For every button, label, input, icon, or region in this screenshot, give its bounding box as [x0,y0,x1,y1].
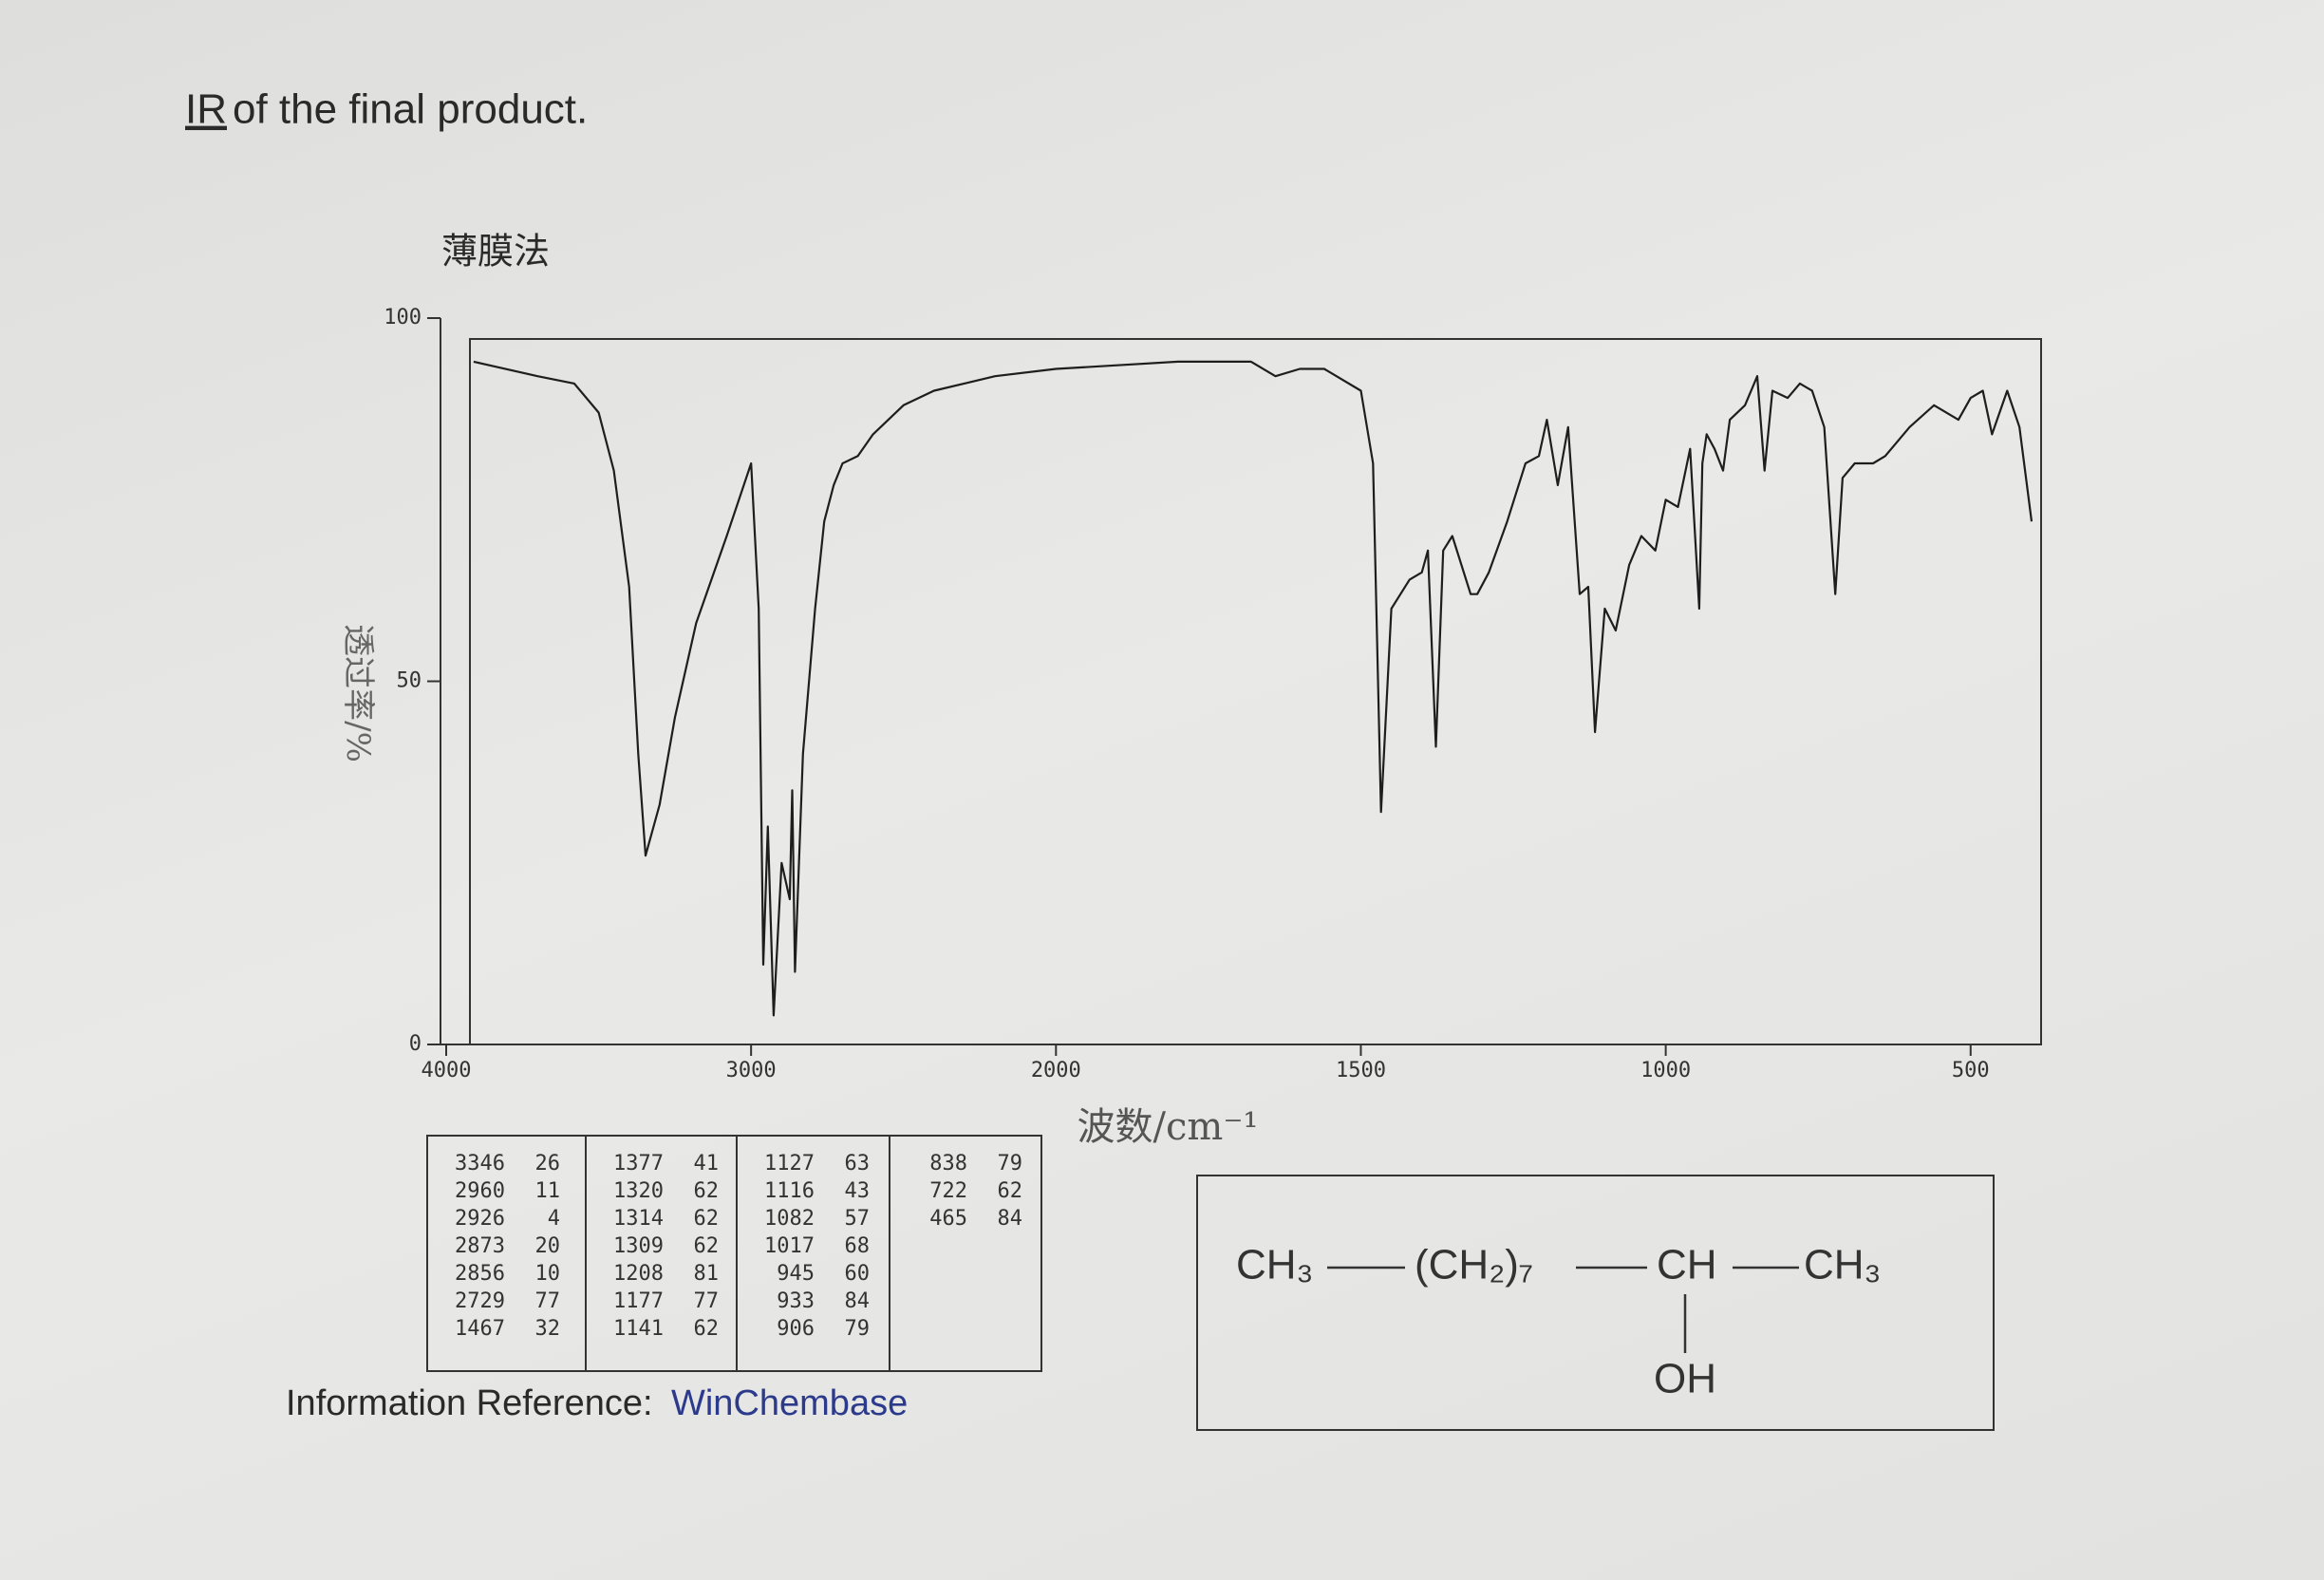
peak-wavenumber: 945 [777,1262,815,1286]
peak-transmittance: 11 [535,1179,561,1203]
reference-source[interactable]: WinChembase [671,1383,908,1423]
peak-transmittance: 32 [535,1317,561,1341]
peak-wavenumber: 1320 [613,1179,664,1203]
peak-wavenumber: 1141 [613,1317,664,1341]
peak-transmittance: 68 [845,1234,871,1258]
peak-transmittance: 77 [535,1289,561,1313]
peak-transmittance: 62 [694,1179,720,1203]
peak-wavenumber: 2729 [455,1289,505,1313]
peak-wavenumber: 1377 [613,1152,664,1176]
x-tick-label: 1500 [1336,1059,1386,1082]
peak-transmittance: 26 [535,1152,561,1176]
peak-wavenumber: 2960 [455,1179,505,1203]
peak-wavenumber: 1208 [613,1262,664,1286]
y-tick-label: 0 [409,1032,422,1056]
structure-group: CH₃ [1236,1242,1313,1288]
header-text: of the final product. [233,86,588,133]
peak-wavenumber: 465 [929,1207,967,1231]
peak-transmittance: 41 [694,1152,720,1176]
peak-wavenumber: 906 [777,1317,815,1341]
peak-transmittance: 79 [845,1317,871,1341]
peak-wavenumber: 1309 [613,1234,664,1258]
structure-frame [1196,1175,1995,1431]
structure-group: (CH₂)₇ [1415,1242,1533,1288]
peak-transmittance: 10 [535,1262,561,1286]
peak-wavenumber: 722 [929,1179,967,1203]
peak-wavenumber: 1116 [764,1179,815,1203]
structure-group: CH [1657,1242,1717,1288]
peak-transmittance: 20 [535,1234,561,1258]
x-tick-label: 3000 [726,1059,777,1082]
y-tick-label: 50 [397,669,422,693]
peak-transmittance: 84 [998,1207,1023,1231]
structure-substituent: OH [1654,1356,1716,1402]
peak-transmittance: 84 [845,1289,871,1313]
peak-wavenumber: 1314 [613,1207,664,1231]
x-tick-label: 500 [1952,1059,1990,1082]
peak-wavenumber: 1177 [613,1289,664,1313]
peak-transmittance: 62 [998,1179,1023,1203]
plot-frame [469,338,2042,1045]
peak-wavenumber: 2873 [455,1234,505,1258]
chart-title: 薄膜法 [441,231,550,273]
structure-group: CH₃ [1804,1242,1881,1288]
spectrum-line [473,360,2034,1017]
peak-wavenumber: 2926 [455,1207,505,1231]
peak-wavenumber: 1467 [455,1317,505,1341]
peak-wavenumber: 1127 [764,1152,815,1176]
peak-wavenumber: 933 [777,1289,815,1313]
peak-transmittance: 60 [845,1262,871,1286]
peak-transmittance: 4 [548,1207,560,1231]
y-axis-label: 透过率/% [339,624,377,762]
x-tick-label: 1000 [1640,1059,1691,1082]
peak-wavenumber: 2856 [455,1262,505,1286]
x-tick-label: 2000 [1031,1059,1081,1082]
peak-transmittance: 62 [694,1207,720,1231]
peak-transmittance: 62 [694,1234,720,1258]
x-tick-label: 4000 [422,1059,472,1082]
peak-transmittance: 62 [694,1317,720,1341]
x-axis-label: 波数/cm⁻¹ [1078,1105,1259,1149]
y-tick-label: 100 [384,306,422,329]
peak-wavenumber: 1017 [764,1234,815,1258]
peak-transmittance: 43 [845,1179,871,1203]
peak-transmittance: 63 [845,1152,871,1176]
peak-wavenumber: 3346 [455,1152,505,1176]
peak-transmittance: 57 [845,1207,871,1231]
peak-wavenumber: 838 [929,1152,967,1176]
header-abbr: IR [185,86,227,133]
peak-transmittance: 79 [998,1152,1023,1176]
reference-label: Information Reference: [286,1383,653,1423]
peak-table-frame [426,1135,1042,1372]
peak-transmittance: 77 [694,1289,720,1313]
peak-transmittance: 81 [694,1262,720,1286]
peak-wavenumber: 1082 [764,1207,815,1231]
